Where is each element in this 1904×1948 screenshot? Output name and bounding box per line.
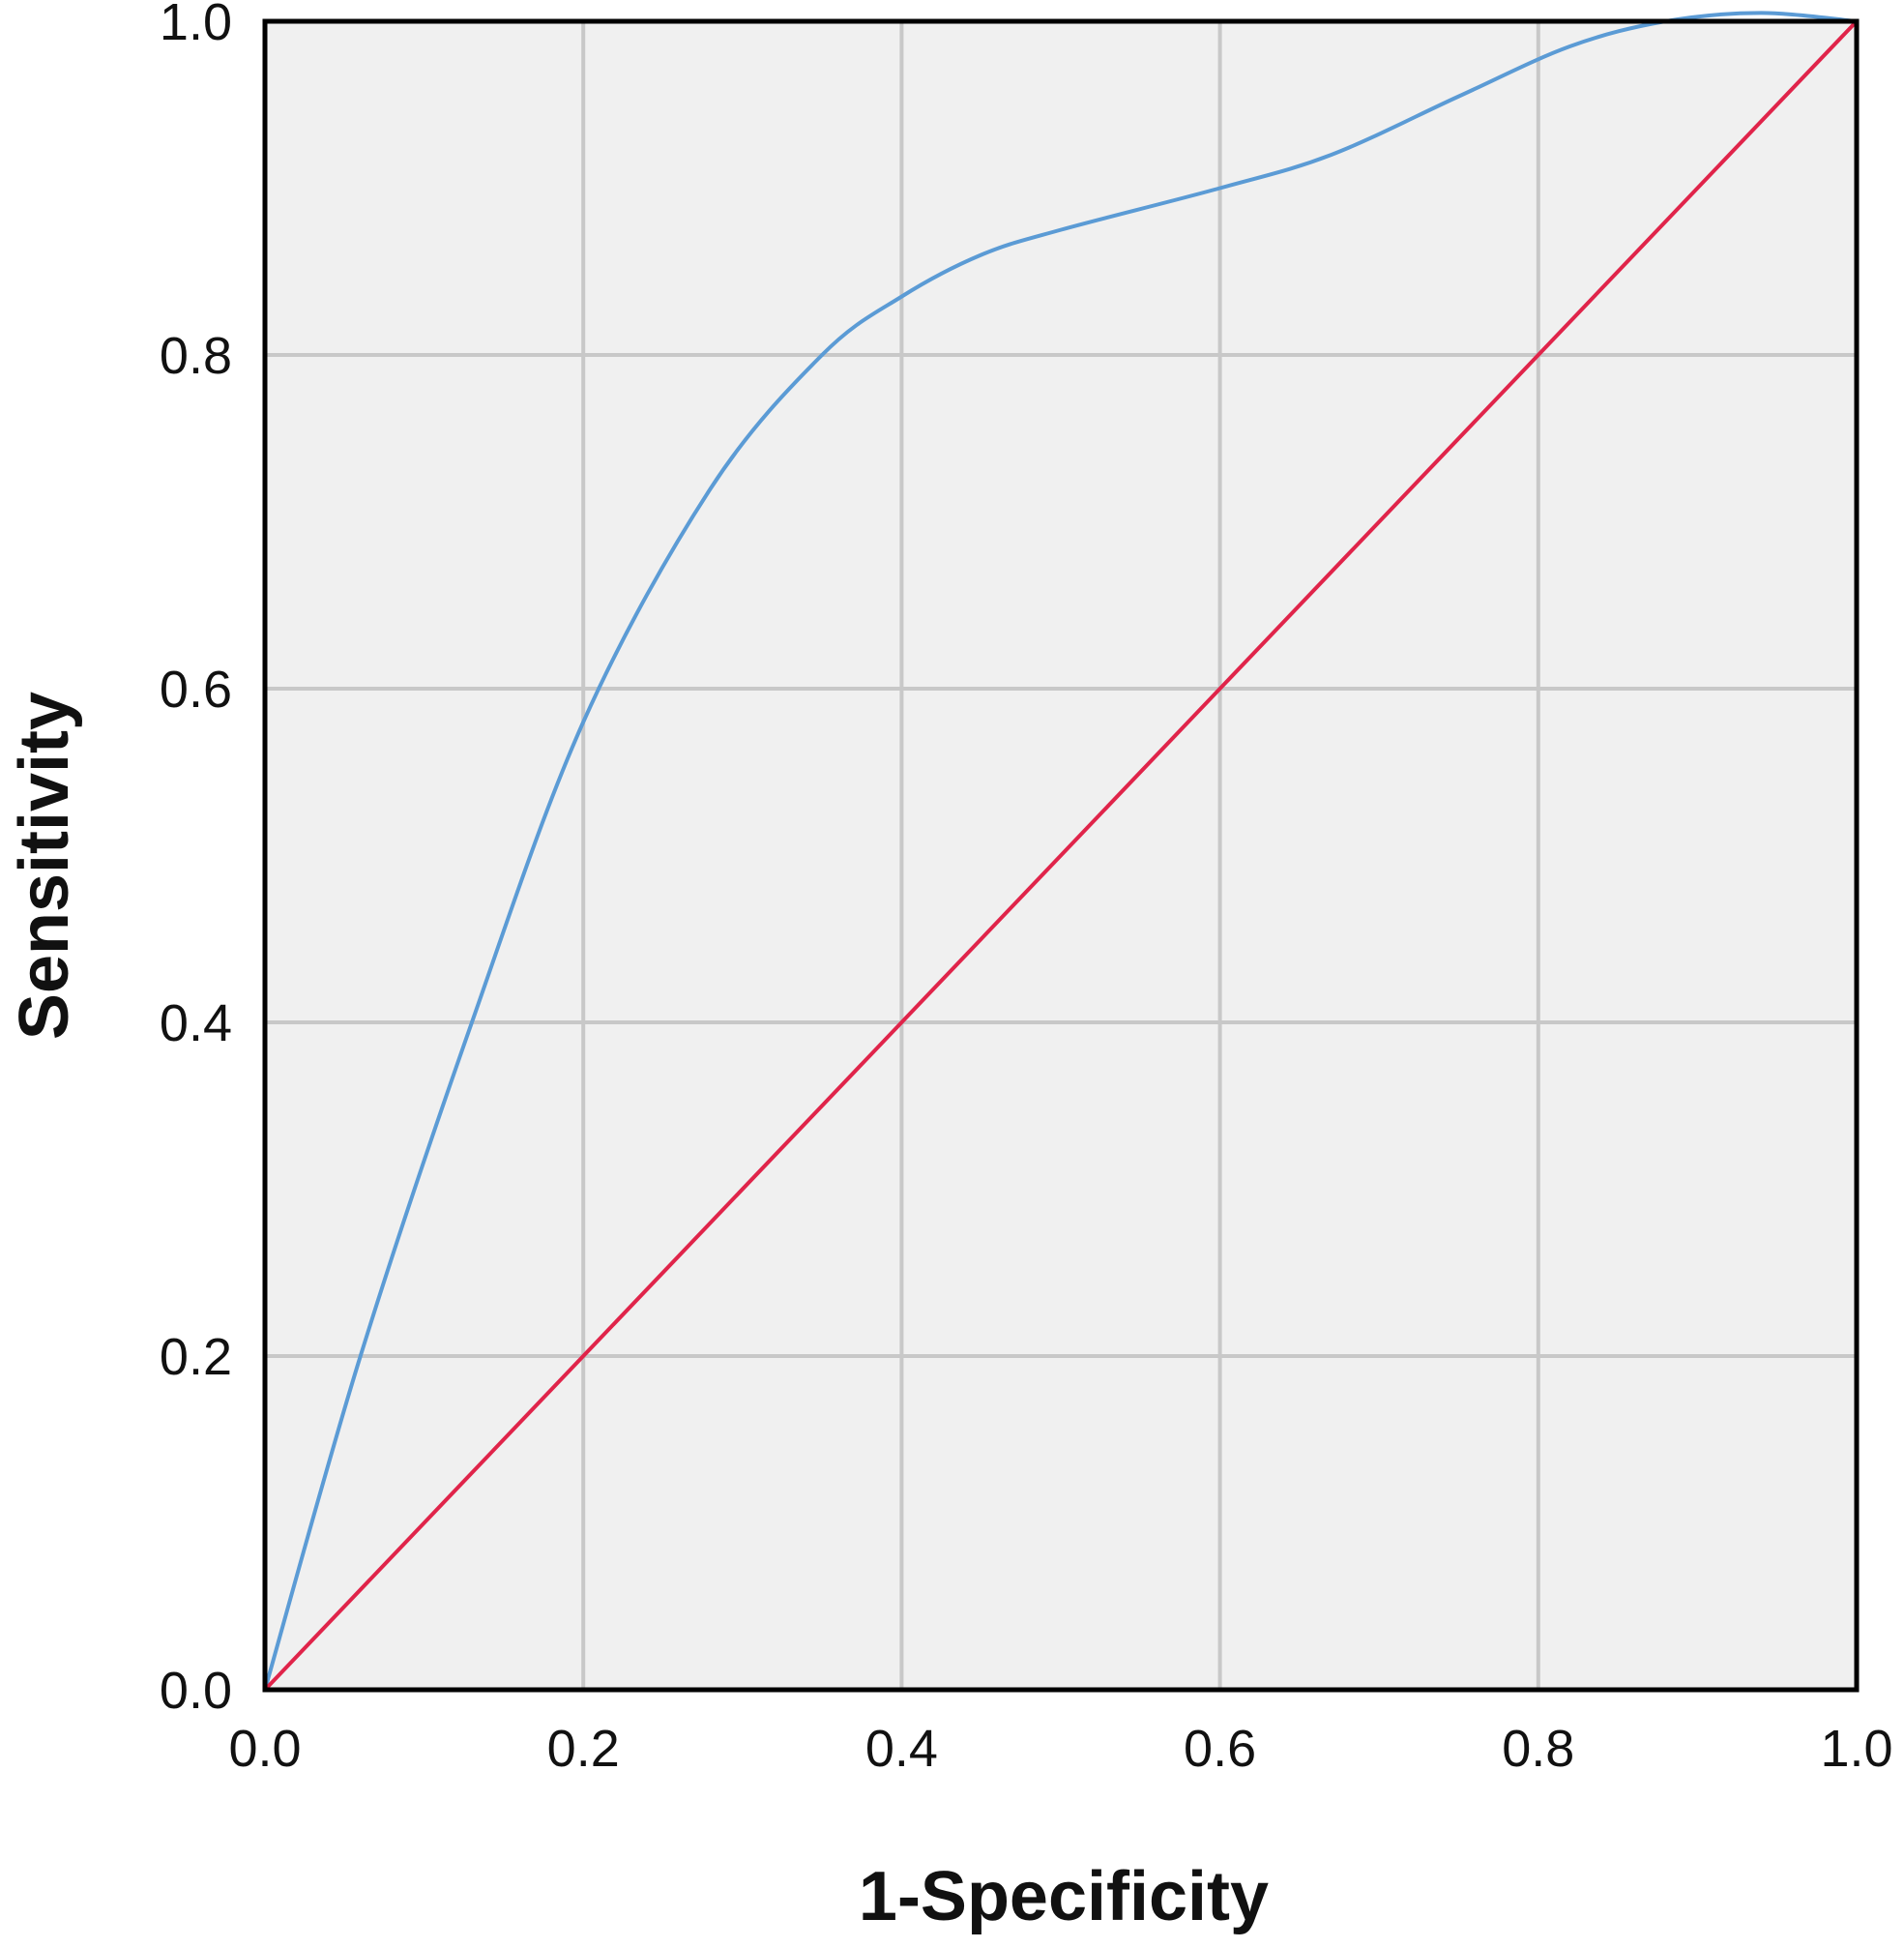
y-tick-label: 1.0 <box>160 0 232 51</box>
y-tick-label: 0.4 <box>160 994 232 1052</box>
series-layer <box>263 11 1859 1692</box>
y-tick-label: 0.6 <box>160 661 232 719</box>
x-tick-label: 1.0 <box>1820 1720 1892 1778</box>
plot-frame <box>262 18 1860 1693</box>
grid <box>263 19 1859 1692</box>
x-tick-label: 0.2 <box>547 1720 620 1778</box>
reference-line <box>263 19 1859 1692</box>
x-tick-label: 0.6 <box>1184 1720 1256 1778</box>
roc-curve-line <box>263 11 1858 1691</box>
y-tick-label: 0.0 <box>160 1662 232 1720</box>
x-tick-label: 0.8 <box>1502 1720 1574 1778</box>
x-axis-title: 1-Specificity <box>859 1858 1269 1935</box>
x-tick-label: 0.0 <box>228 1720 301 1778</box>
x-tick-label: 0.4 <box>865 1720 938 1778</box>
y-tick-label: 0.2 <box>160 1328 232 1386</box>
x-tick-labels: 0.0 0.2 0.4 0.6 0.8 1.0 <box>228 1720 1892 1778</box>
y-tick-label: 0.8 <box>160 327 232 385</box>
y-axis-title: Sensitivity <box>6 692 83 1040</box>
y-tick-labels: 0.0 0.2 0.4 0.6 0.8 1.0 <box>160 0 232 1720</box>
